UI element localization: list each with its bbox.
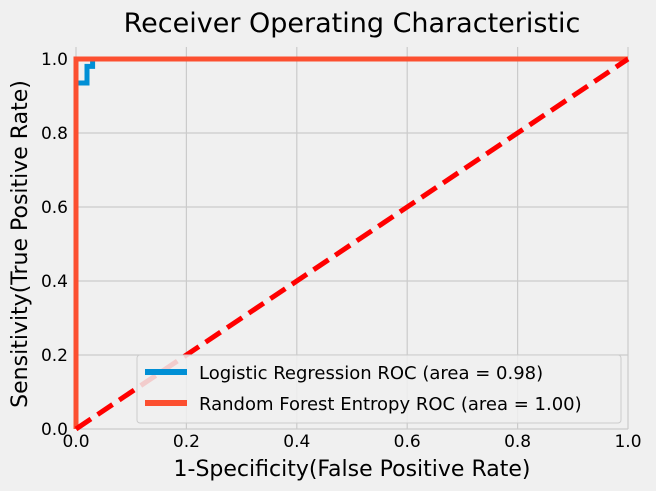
x-tick-label-2: 0.4	[283, 432, 310, 452]
y-tick-label-3: 0.6	[41, 198, 68, 218]
y-tick-label-5: 1.0	[41, 50, 68, 70]
y-tick-label-4: 0.8	[41, 124, 68, 144]
chart-title: Receiver Operating Characteristic	[124, 8, 581, 39]
y-tick-label-2: 0.4	[41, 272, 68, 292]
y-tick-labels: 0.0 0.2 0.4 0.6 0.8 1.0	[41, 50, 68, 440]
legend: Logistic Regression ROC (area = 0.98) Ra…	[136, 354, 622, 424]
x-axis-label: 1-Specificity(False Positive Rate)	[174, 457, 531, 482]
legend-box	[136, 354, 622, 424]
x-tick-label-0: 0.0	[62, 432, 89, 452]
x-tick-label-3: 0.6	[394, 432, 421, 452]
legend-label-random-forest: Random Forest Entropy ROC (area = 1.00)	[199, 394, 582, 415]
x-tick-labels: 0.0 0.2 0.4 0.6 0.8 1.0	[62, 432, 641, 452]
y-tick-label-0: 0.0	[41, 420, 68, 440]
legend-label-logistic-regression: Logistic Regression ROC (area = 0.98)	[199, 363, 543, 384]
random-forest-line	[73, 56, 628, 429]
x-tick-label-5: 1.0	[614, 432, 641, 452]
x-tick-label-4: 0.8	[504, 432, 531, 452]
y-axis-label: Sensitivity(True Positive Rate)	[8, 80, 33, 408]
y-tick-label-1: 0.2	[41, 346, 68, 366]
x-tick-label-1: 0.2	[173, 432, 200, 452]
